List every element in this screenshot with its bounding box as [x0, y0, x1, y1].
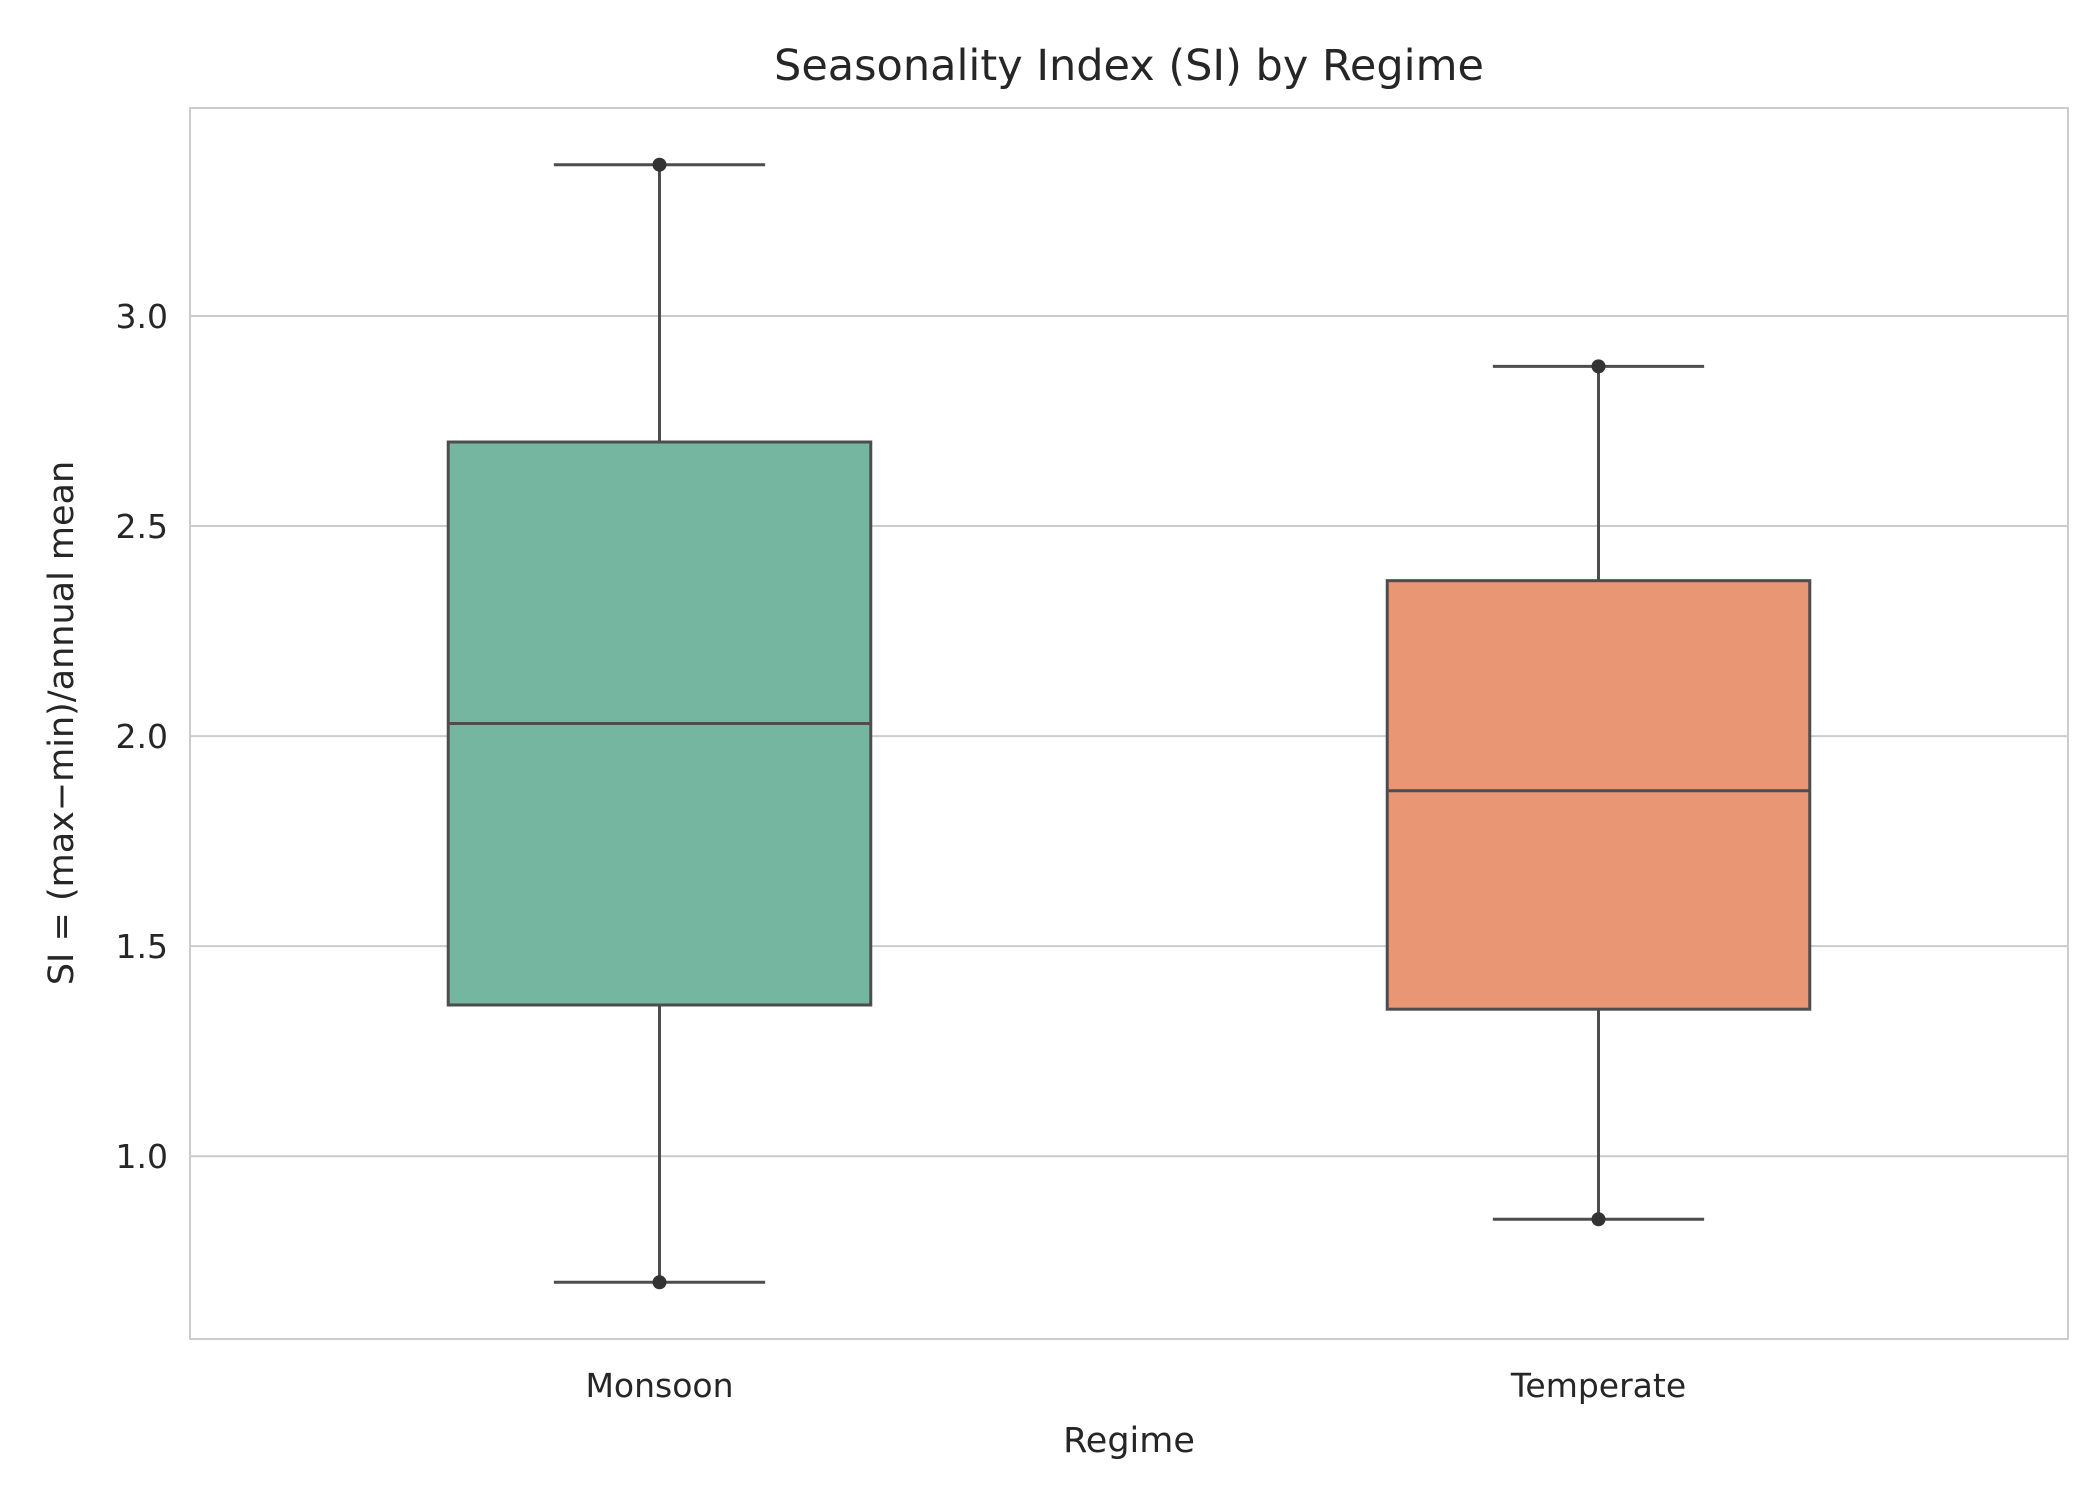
max-point	[1591, 359, 1606, 374]
box-monsoon	[446, 157, 873, 1290]
iqr-box	[1385, 579, 1812, 1011]
boxes	[446, 157, 1812, 1290]
x-axis-label: Regime	[1063, 1421, 1195, 1461]
x-tick-label: Temperate	[1510, 1366, 1686, 1405]
y-tick-label: 1.0	[116, 1137, 168, 1176]
min-point	[1591, 1212, 1606, 1227]
plot-frame	[189, 107, 2069, 1340]
min-point	[652, 1275, 667, 1290]
y-tick-labels: 1.0 1.5 2.0 2.5 3.0	[116, 297, 168, 1176]
x-tick-labels: Monsoon Temperate	[585, 1366, 1686, 1405]
y-tick-label: 2.5	[116, 507, 168, 546]
y-tick-label: 2.0	[116, 717, 168, 756]
box-temperate	[1385, 359, 1812, 1227]
max-point	[652, 157, 667, 172]
x-tick-label: Monsoon	[585, 1366, 733, 1405]
chart-title: Seasonality Index (SI) by Regime	[774, 41, 1484, 91]
y-tick-label: 1.5	[116, 927, 168, 966]
y-axis-label: SI = (max−min)/annual mean	[42, 461, 82, 985]
y-tick-label: 3.0	[116, 297, 168, 336]
